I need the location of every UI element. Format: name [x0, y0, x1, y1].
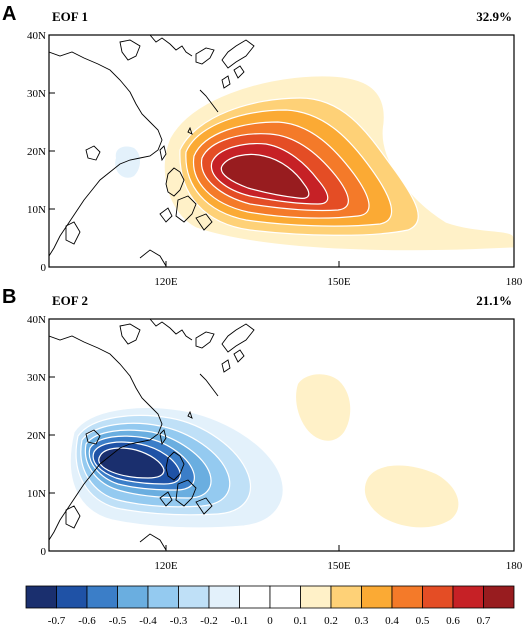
y-tick-label: 40N — [27, 30, 46, 42]
panel-a-x-axis-labels: 120E 150E 180 — [154, 276, 522, 288]
y-tick-label: 30N — [27, 372, 46, 384]
colorbar-swatch — [208, 585, 240, 609]
positive-anomaly-area — [364, 465, 459, 528]
colorbar-label: -0.2 — [200, 615, 217, 625]
colorbar-label: -0.4 — [139, 615, 157, 625]
x-tick-label: 120E — [154, 560, 178, 572]
colorbar-label: -0.3 — [170, 615, 188, 625]
colorbar-swatch — [391, 585, 423, 609]
colorbar-swatch — [300, 585, 332, 609]
negative-anomaly-area — [115, 146, 140, 178]
colorbar-swatch — [483, 585, 515, 609]
colorbar-swatch — [56, 585, 88, 609]
colorbar-swatch — [452, 585, 484, 609]
x-tick-label: 120E — [154, 276, 178, 288]
colorbar-label: -0.5 — [109, 615, 127, 625]
contour-0.7 — [220, 153, 310, 199]
x-tick-label: 180 — [506, 560, 523, 572]
colorbar: -0.7 -0.6 -0.5 -0.4 -0.3 -0.2 -0.1 0 0.1 0.2 0.3 0.… — [25, 585, 515, 625]
panel-a: A EOF 1 32.9% — [2, 3, 523, 288]
y-tick-label: 0 — [41, 262, 47, 274]
colorbar-label: 0.1 — [294, 615, 308, 625]
panel-a-letter: A — [2, 3, 16, 25]
panel-a-title: EOF 1 — [52, 9, 88, 24]
colorbar-label: -0.7 — [48, 615, 66, 625]
y-tick-label: 20N — [27, 430, 46, 442]
colorbar-label: 0.5 — [416, 615, 430, 625]
positive-anomaly-area — [296, 374, 351, 441]
colorbar-swatch — [422, 585, 454, 609]
x-tick-label: 180 — [506, 276, 523, 288]
panel-a-ticks — [49, 34, 515, 268]
colorbar-label: 0.3 — [355, 615, 369, 625]
y-tick-label: 40N — [27, 314, 46, 326]
panel-b: B EOF 2 21.1% — [2, 286, 523, 572]
panel-a-variance: 32.9% — [476, 9, 512, 24]
coastlines — [49, 319, 255, 551]
colorbar-label: 0.4 — [385, 615, 399, 625]
colorbar-swatch — [361, 585, 393, 609]
contour--0.7 — [98, 447, 165, 479]
y-tick-label: 10N — [27, 204, 46, 216]
colorbar-label: -0.1 — [231, 615, 248, 625]
panel-b-variance: 21.1% — [476, 293, 512, 308]
y-tick-label: 30N — [27, 88, 46, 100]
panel-b-ticks — [49, 318, 515, 552]
panel-b-title: EOF 2 — [52, 293, 88, 308]
panel-b-x-axis-labels: 120E 150E 180 — [154, 560, 522, 572]
colorbar-swatch — [330, 585, 362, 609]
panel-b-y-axis-labels: 40N 30N 20N 10N 0 — [27, 314, 46, 558]
panel-b-contours — [49, 319, 459, 551]
colorbar-swatch — [25, 585, 57, 609]
panel-a-contours — [49, 35, 514, 267]
y-tick-label: 20N — [27, 146, 46, 158]
panel-b-letter: B — [2, 286, 16, 308]
colorbar-swatch — [178, 585, 210, 609]
panel-a-y-axis-labels: 40N 30N 20N 10N 0 — [27, 30, 46, 274]
x-tick-label: 150E — [327, 560, 351, 572]
colorbar-label: 0.6 — [446, 615, 460, 625]
colorbar-label: 0 — [267, 615, 273, 625]
x-tick-label: 150E — [327, 276, 351, 288]
colorbar-swatch — [117, 585, 149, 609]
colorbar-swatch — [239, 585, 271, 609]
colorbar-swatch — [86, 585, 118, 609]
colorbar-label: -0.6 — [78, 615, 96, 625]
colorbar-label: 0.2 — [324, 615, 338, 625]
y-tick-label: 10N — [27, 488, 46, 500]
y-tick-label: 0 — [41, 546, 47, 558]
colorbar-swatch — [269, 585, 301, 609]
colorbar-label: 0.7 — [477, 615, 491, 625]
colorbar-swatch — [147, 585, 179, 609]
coastlines — [49, 35, 255, 267]
